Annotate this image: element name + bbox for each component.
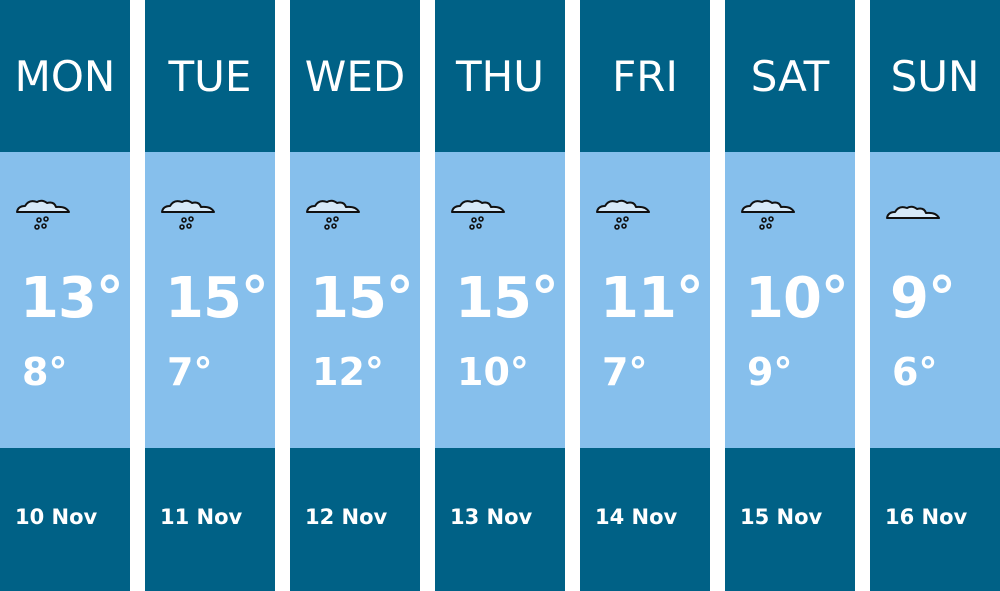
day-body: 9° 6° bbox=[870, 152, 1000, 448]
high-temp: 13° bbox=[20, 266, 124, 331]
cloud-icon bbox=[886, 205, 940, 219]
day-date: 15 Nov bbox=[725, 448, 855, 591]
rain-cloud-icon bbox=[741, 199, 795, 230]
low-temp: 10° bbox=[457, 350, 529, 394]
low-temp: 9° bbox=[747, 350, 793, 394]
day-column: THU 15° 10° 13 Nov bbox=[435, 0, 565, 591]
day-body: 11° 7° bbox=[580, 152, 710, 448]
low-temp: 6° bbox=[892, 350, 938, 394]
rain-cloud-icon bbox=[306, 199, 360, 230]
day-name: SAT bbox=[725, 0, 855, 152]
day-column: SAT 10° 9° 15 Nov bbox=[725, 0, 855, 591]
day-name: THU bbox=[435, 0, 565, 152]
rain-cloud-icon bbox=[16, 199, 70, 230]
day-column: SUN 9° 6° 16 Nov bbox=[870, 0, 1000, 591]
day-date: 13 Nov bbox=[435, 448, 565, 591]
high-temp: 15° bbox=[455, 266, 559, 331]
high-temp: 15° bbox=[165, 266, 269, 331]
low-temp: 12° bbox=[312, 350, 384, 394]
day-column: TUE 15° 7° 11 Nov bbox=[145, 0, 275, 591]
high-temp: 9° bbox=[890, 266, 956, 331]
day-column: FRI 11° 7° 14 Nov bbox=[580, 0, 710, 591]
day-name: FRI bbox=[580, 0, 710, 152]
high-temp: 11° bbox=[600, 266, 704, 331]
day-column: WED 15° 12° 12 Nov bbox=[290, 0, 420, 591]
day-column: MON 13° 8° 10 Nov bbox=[0, 0, 130, 591]
rain-cloud-icon bbox=[161, 199, 215, 230]
day-date: 16 Nov bbox=[870, 448, 1000, 591]
low-temp: 7° bbox=[602, 350, 648, 394]
day-name: SUN bbox=[870, 0, 1000, 152]
rain-cloud-icon bbox=[451, 199, 505, 230]
day-name: WED bbox=[290, 0, 420, 152]
low-temp: 8° bbox=[22, 350, 68, 394]
day-name: MON bbox=[0, 0, 130, 152]
rain-cloud-icon bbox=[596, 199, 650, 230]
day-body: 15° 12° bbox=[290, 152, 420, 448]
day-name: TUE bbox=[145, 0, 275, 152]
high-temp: 15° bbox=[310, 266, 414, 331]
day-date: 12 Nov bbox=[290, 448, 420, 591]
low-temp: 7° bbox=[167, 350, 213, 394]
day-date: 14 Nov bbox=[580, 448, 710, 591]
day-date: 10 Nov bbox=[0, 448, 130, 591]
day-date: 11 Nov bbox=[145, 448, 275, 591]
day-body: 13° 8° bbox=[0, 152, 130, 448]
day-body: 10° 9° bbox=[725, 152, 855, 448]
day-body: 15° 10° bbox=[435, 152, 565, 448]
high-temp: 10° bbox=[745, 266, 849, 331]
day-body: 15° 7° bbox=[145, 152, 275, 448]
